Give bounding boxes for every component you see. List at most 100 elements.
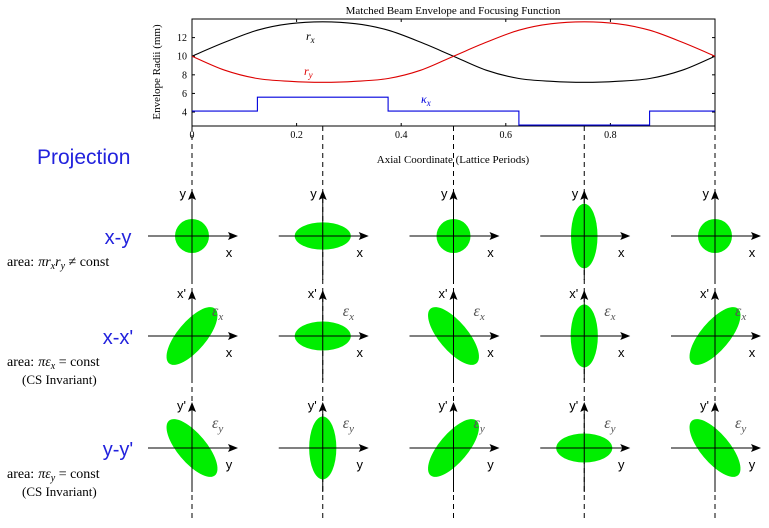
area-note-note-suffix: ≠ const: [65, 255, 109, 270]
emittance-label: εy: [343, 415, 354, 435]
y-tick-label: 10: [177, 52, 187, 63]
series-label-r_x: rx: [306, 29, 315, 45]
plot-frame: [192, 19, 715, 126]
phase-panel: y'yεy: [410, 398, 500, 492]
y-tick-label: 4: [182, 108, 187, 119]
emittance-subscript: x: [348, 311, 354, 323]
plot-title: Matched Beam Envelope and Focusing Funct…: [346, 5, 561, 17]
emittance-subscript: x: [740, 311, 746, 323]
x-tick-label: 0.4: [395, 130, 408, 141]
vertical-axis-label: y: [703, 186, 710, 201]
series-labels: rx ry κx: [304, 29, 431, 108]
emittance-subscript: x: [479, 311, 485, 323]
series-label-subscript: y: [308, 70, 313, 80]
emittance-label: εy: [604, 415, 615, 435]
series-line-r_y: [192, 22, 715, 83]
y-tick-label: 8: [182, 70, 187, 81]
projection-heading: Projection: [37, 146, 130, 169]
y-tick-label: 12: [177, 33, 187, 44]
phase-panel: yx: [540, 186, 630, 280]
area-note-note-formula: πr: [38, 255, 51, 270]
horizontal-axis-label: x: [226, 345, 233, 360]
horizontal-axis-label: y: [749, 457, 756, 472]
envelope-plot: Matched Beam Envelope and Focusing Funct…: [151, 5, 715, 166]
vertical-axis-label: x': [308, 286, 317, 301]
phase-panel: x'xεx: [279, 286, 369, 380]
vertical-axis-label: y': [569, 398, 578, 413]
area-note-note-formula: πε: [38, 355, 51, 370]
vertical-axis-label: x': [569, 286, 578, 301]
vertical-axis-label: x': [439, 286, 448, 301]
plot-series: [192, 22, 715, 125]
phase-panel: yx: [279, 186, 369, 280]
phase-panel: yx: [410, 186, 500, 280]
phase-row-x-x': x-x'area: πεx = const(CS Invariant)x'xεxx…: [7, 286, 761, 387]
row-label: x-y: [105, 227, 132, 249]
phase-panel: x'xεx: [148, 286, 238, 380]
series-label-r_y: ry: [304, 64, 313, 80]
y-axis-label: Envelope Radii (mm): [151, 24, 163, 120]
phase-row-y-y': y-y'area: πεy = const(CS Invariant)y'yεyy…: [7, 398, 761, 499]
area-note-note-prefix: area:: [7, 255, 34, 270]
cs-invariant-label: (CS Invariant): [22, 484, 97, 499]
phase-panel: yx: [148, 186, 238, 280]
horizontal-axis-label: x: [357, 345, 364, 360]
emittance-label: εy: [735, 415, 746, 435]
series-line-r_x: [192, 22, 715, 83]
phase-panel: y'yεy: [148, 398, 238, 492]
area-note-note-formula: πε: [38, 467, 51, 482]
emittance-subscript: x: [610, 311, 616, 323]
emittance-label: εx: [474, 303, 485, 323]
vertical-axis-label: y: [310, 186, 317, 201]
area-note-note-suffix: = const: [55, 467, 100, 482]
horizontal-axis-label: y: [618, 457, 625, 472]
horizontal-axis-label: x: [749, 345, 756, 360]
emittance-label: εx: [343, 303, 354, 323]
horizontal-axis-label: y: [357, 457, 364, 472]
horizontal-axis-label: x: [226, 245, 233, 260]
emittance-subscript: y: [217, 423, 223, 435]
horizontal-axis-label: x: [487, 345, 494, 360]
horizontal-axis-label: x: [357, 245, 364, 260]
vertical-axis-label: y: [180, 186, 187, 201]
series-label-kappa_x: κx: [421, 92, 431, 108]
vertical-axis-label: y': [700, 398, 709, 413]
row-label: y-y': [103, 439, 133, 461]
area-note-note-suffix: = const: [55, 355, 100, 370]
horizontal-axis-label: y: [487, 457, 494, 472]
vertical-axis-label: x': [700, 286, 709, 301]
horizontal-axis-label: x: [487, 245, 494, 260]
vertical-axis-label: x': [177, 286, 186, 301]
series-label-subscript: x: [310, 35, 315, 45]
area-note: area: πεy = const: [7, 467, 100, 484]
emittance-subscript: y: [479, 423, 485, 435]
area-note: area: πrxry ≠ const: [7, 255, 109, 272]
row-label: x-x': [103, 327, 133, 349]
emittance-subscript: y: [740, 423, 746, 435]
area-note: area: πεx = const: [7, 355, 100, 372]
y-tick-label: 6: [182, 89, 187, 100]
vertical-axis-label: y': [177, 398, 186, 413]
phase-panel: x'xεx: [410, 286, 500, 380]
x-tick-label: 0.6: [500, 130, 513, 141]
area-note-note-prefix: area:: [7, 355, 34, 370]
emittance-subscript: y: [610, 423, 616, 435]
area-note-note-prefix: area:: [7, 467, 34, 482]
horizontal-axis-label: y: [226, 457, 233, 472]
phase-panel: y'yεy: [540, 398, 630, 492]
vertical-axis-label: y': [308, 398, 317, 413]
phase-panel: y'yεy: [671, 398, 761, 492]
vertical-axis-label: y': [439, 398, 448, 413]
horizontal-axis-label: x: [618, 345, 625, 360]
vertical-axis-label: y: [441, 186, 448, 201]
series-label-subscript: x: [426, 98, 431, 108]
phase-panel: y' y εy: [279, 398, 369, 492]
series-line-kappa_x: [192, 97, 715, 125]
cs-invariant-label: (CS Invariant): [22, 372, 97, 387]
x-tick-label: 0.2: [290, 130, 303, 141]
horizontal-axis-label: x: [749, 245, 756, 260]
emittance-subscript: x: [217, 311, 223, 323]
